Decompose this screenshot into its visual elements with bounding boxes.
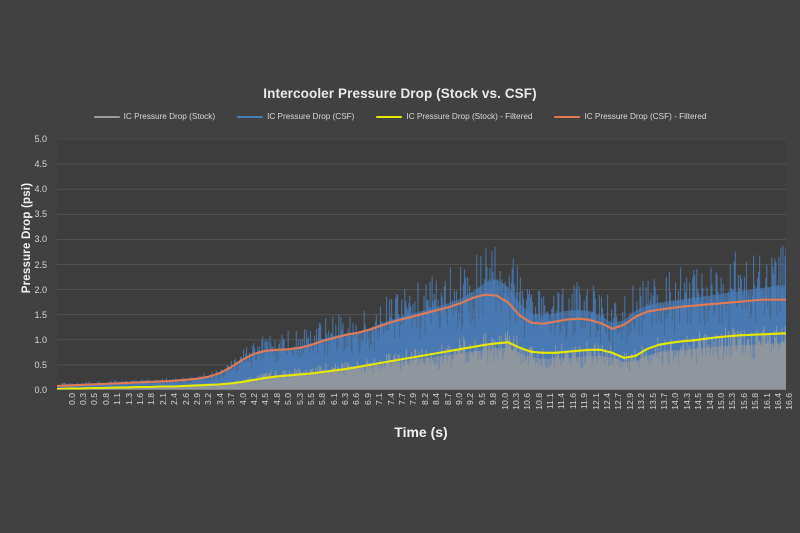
x-axis-tick: 0.8 — [100, 393, 111, 405]
y-axis-tick: 1.5 — [34, 309, 47, 320]
chart-plot-svg — [57, 139, 786, 390]
x-axis-tick: 1.8 — [146, 393, 157, 405]
x-axis-tick: 6.6 — [351, 393, 362, 405]
x-axis-tick: 4.0 — [237, 393, 248, 405]
plot-area-wrapper — [57, 139, 786, 390]
x-axis-tick: 2.9 — [191, 393, 202, 405]
x-axis-tick: 3.2 — [203, 393, 214, 405]
x-axis-tick: 12.9 — [624, 393, 635, 410]
x-axis-tick: 14.0 — [670, 393, 681, 410]
x-axis-tick: 15.3 — [727, 393, 738, 410]
plot-area — [57, 139, 786, 390]
x-axis-tick: 8.7 — [442, 393, 453, 405]
x-axis-tick: 0.3 — [78, 393, 89, 405]
x-axis-tick: 7.1 — [374, 393, 385, 405]
legend-label: IC Pressure Drop (Stock) — [123, 112, 216, 121]
x-axis-tick: 7.9 — [408, 393, 419, 405]
x-axis-tick: 5.0 — [283, 393, 294, 405]
x-axis-tick: 6.3 — [340, 393, 351, 405]
x-axis-tick: 3.7 — [226, 393, 237, 405]
x-axis-tick: 11.6 — [567, 393, 578, 410]
x-axis-tick: 11.4 — [556, 393, 567, 410]
legend-label: IC Pressure Drop (CSF) — [267, 112, 355, 121]
x-axis-tick: 14.8 — [704, 393, 715, 410]
x-axis-tick: 16.6 — [784, 393, 795, 410]
x-axis-tick: 5.3 — [294, 393, 305, 405]
legend-swatch-icon — [237, 116, 264, 119]
x-axis-tick: 2.4 — [169, 393, 180, 405]
legend-label: IC Pressure Drop (Stock) - Filtered — [406, 112, 533, 121]
x-axis-tick: 10.3 — [510, 393, 521, 410]
x-axis-tick: 9.8 — [488, 393, 499, 405]
x-axis-tick: 13.2 — [636, 393, 647, 410]
x-axis-tick-labels: 0.0 0.3 0.5 0.8 1.1 1.3 1.6 1.8 2.1 2.4 2.6 2.9 3.2 3… — [57, 393, 795, 427]
x-axis-tick: 0.5 — [89, 393, 100, 405]
x-axis-tick: 0.0 — [66, 393, 77, 405]
legend-item[interactable]: IC Pressure Drop (Stock) — [93, 112, 216, 121]
y-axis-tick: 1.0 — [34, 334, 47, 345]
series-line-csf-filtered — [57, 293, 786, 388]
y-axis-tick: 4.5 — [34, 159, 47, 170]
x-axis-tick: 1.3 — [123, 393, 134, 405]
x-axis-tick: 2.1 — [157, 393, 168, 405]
y-axis-tick: 2.0 — [34, 284, 47, 295]
x-axis-tick: 16.4 — [772, 393, 783, 410]
x-axis-tick: 6.9 — [362, 393, 373, 405]
legend-item[interactable]: IC Pressure Drop (CSF) — [237, 112, 355, 121]
x-axis-tick: 10.8 — [533, 393, 544, 410]
legend-swatch-icon — [376, 116, 403, 119]
x-axis-tick: 12.1 — [590, 393, 601, 410]
x-axis-tick: 9.2 — [465, 393, 476, 405]
y-axis-tick: 5.0 — [34, 134, 47, 144]
x-axis-tick: 11.1 — [545, 393, 556, 410]
x-axis-tick: 12.7 — [613, 393, 624, 410]
x-axis-tick: 9.0 — [453, 393, 464, 405]
x-axis-tick: 8.2 — [419, 393, 430, 405]
x-axis-title: Time (s) — [394, 424, 448, 440]
x-axis-tick: 10.6 — [522, 393, 533, 410]
chart-title: Intercooler Pressure Drop (Stock vs. CSF… — [263, 86, 537, 101]
x-axis-tick: 3.4 — [214, 393, 225, 405]
y-axis-tick: 3.0 — [34, 234, 47, 245]
legend-swatch-icon — [554, 116, 581, 119]
y-axis-tick: 0.0 — [34, 385, 47, 395]
x-axis-tick: 1.1 — [112, 393, 123, 405]
legend-item[interactable]: IC Pressure Drop (Stock) - Filtered — [376, 112, 533, 121]
y-axis-tick: 3.5 — [34, 209, 47, 220]
x-axis-tick: 13.5 — [647, 393, 658, 410]
series-noise-stock — [57, 325, 786, 390]
x-axis-tick: 9.5 — [476, 393, 487, 405]
x-axis-tick: 1.6 — [135, 393, 146, 405]
x-axis-tick: 15.0 — [715, 393, 726, 410]
x-axis-tick: 5.5 — [305, 393, 316, 405]
x-axis-tick: 13.7 — [659, 393, 669, 410]
legend-item[interactable]: IC Pressure Drop (CSF) - Filtered — [554, 112, 707, 121]
y-axis-tick: 2.5 — [34, 259, 47, 270]
legend-swatch-icon — [93, 116, 120, 119]
x-axis-tick: 15.6 — [738, 393, 749, 410]
x-axis-tick: 4.2 — [248, 393, 259, 405]
x-axis-tick: 12.4 — [602, 393, 613, 410]
x-axis-tick: 4.8 — [271, 393, 282, 405]
x-axis-tick: 5.8 — [317, 393, 328, 405]
x-axis-tick: 15.8 — [750, 393, 761, 410]
x-axis-tick: 16.1 — [761, 393, 772, 410]
x-axis-tick: 14.5 — [693, 393, 704, 410]
x-axis-tick: 8.4 — [431, 393, 442, 405]
x-axis-tick: 6.1 — [328, 393, 339, 405]
x-axis-tick: 7.4 — [385, 393, 396, 405]
chart-legend: IC Pressure Drop (Stock) IC Pressure Drop… — [0, 112, 800, 121]
x-axis-tick: 10.0 — [499, 393, 510, 410]
y-axis-tick: 4.0 — [34, 184, 47, 195]
legend-label: IC Pressure Drop (CSF) - Filtered — [584, 112, 707, 121]
x-axis-tick: 11.9 — [579, 393, 590, 410]
y-axis-tick: 0.5 — [34, 359, 47, 370]
y-axis-tick-labels: 0.0 0.5 1.0 1.5 2.0 2.5 3.0 3.5 4.0 4.5 5.0 — [0, 134, 52, 395]
x-axis-tick: 7.7 — [397, 393, 408, 405]
x-axis-tick: 14.3 — [681, 393, 692, 410]
x-axis-tick: 4.5 — [260, 393, 271, 405]
series-line-stock-filtered — [57, 332, 786, 390]
x-axis-tick: 2.6 — [180, 393, 191, 405]
